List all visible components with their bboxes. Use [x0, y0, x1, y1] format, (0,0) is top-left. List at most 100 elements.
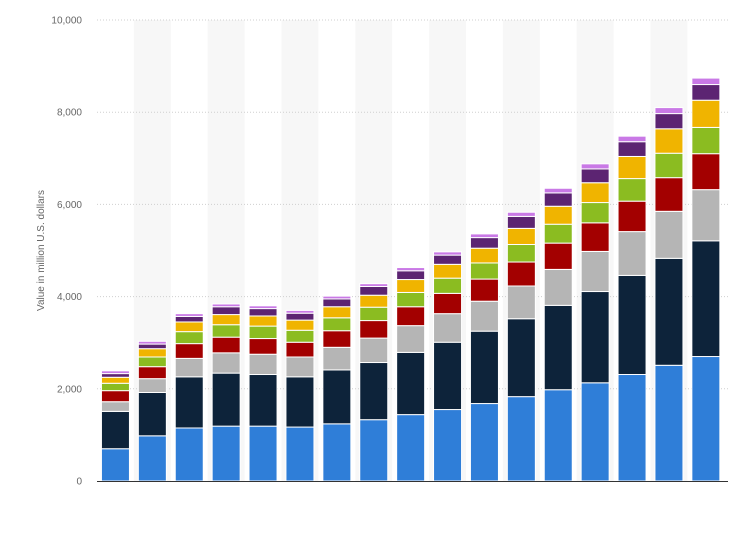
bar-segment: [691, 240, 721, 358]
bar-segment: [285, 312, 315, 321]
bar-segment: [654, 210, 684, 259]
bar-segment: [396, 270, 426, 281]
bar-segment: [654, 257, 684, 366]
bar-segment: [580, 250, 610, 293]
bar-segment: [469, 262, 499, 280]
bar-segment: [285, 356, 315, 378]
y-tick-label: 6,000: [57, 200, 82, 211]
bar-segment: [433, 263, 463, 279]
bar-segment: [137, 391, 167, 437]
bar-segment: [322, 298, 352, 308]
bar-segment: [285, 329, 315, 343]
bar-segment: [137, 435, 167, 482]
bar-segment: [396, 306, 426, 327]
bar-segment: [691, 189, 721, 242]
bar-segment: [174, 427, 204, 482]
bar-segment: [248, 308, 278, 317]
bar-segment: [543, 389, 573, 482]
bar-segment: [506, 211, 536, 217]
bar-segment: [285, 426, 315, 482]
bar-segment: [174, 357, 204, 378]
bar-segment: [469, 247, 499, 264]
bar-segment: [543, 304, 573, 391]
bar-segment: [359, 294, 389, 308]
bar-segment: [137, 366, 167, 380]
bar-segment: [654, 113, 684, 130]
bar-segment: [691, 153, 721, 191]
y-tick-label: 10,000: [51, 16, 82, 27]
bar-segment: [543, 187, 573, 194]
bars: [100, 77, 721, 482]
bar-segment: [396, 291, 426, 308]
bar-segment: [506, 215, 536, 229]
bar-segment: [396, 267, 426, 272]
bar-segment: [174, 321, 204, 333]
bar-segment: [433, 277, 463, 294]
bar-segment: [469, 278, 499, 302]
bar-segment: [469, 330, 499, 405]
bar-segment: [211, 425, 241, 482]
bar-segment: [506, 227, 536, 246]
bar-segment: [617, 141, 647, 157]
bar-segment: [211, 303, 241, 308]
bar-segment: [617, 274, 647, 376]
bar-segment: [248, 353, 278, 376]
y-tick-label: 2,000: [57, 384, 82, 395]
bar-segment: [174, 376, 204, 429]
bar-segment: [248, 338, 278, 355]
bar-segment: [322, 295, 352, 300]
bar-segment: [580, 168, 610, 184]
bar-segment: [469, 237, 499, 249]
bar-segment: [322, 330, 352, 348]
bar-segment: [100, 376, 130, 384]
bar-segment: [580, 222, 610, 252]
bar-segment: [580, 291, 610, 384]
bar-segment: [137, 343, 167, 350]
y-tick-label: 4,000: [57, 292, 82, 303]
bar-segment: [137, 340, 167, 345]
bar-segment: [469, 300, 499, 332]
bar-segment: [359, 320, 389, 339]
bar-segment: [580, 182, 610, 204]
bar-segment: [617, 231, 647, 276]
bar-segment: [580, 163, 610, 170]
bar-segment: [285, 309, 315, 314]
bar-segment: [691, 84, 721, 101]
bar-segment: [174, 331, 204, 345]
y-axis-ticks: 0 2,000 4,000 6,000 8,000 10,000: [51, 16, 82, 488]
bar-segment: [433, 292, 463, 315]
bar-segment: [396, 325, 426, 353]
bar-segment: [100, 382, 130, 392]
bar-segment: [211, 352, 241, 374]
bar-segment: [543, 223, 573, 244]
bar-segment: [211, 314, 241, 326]
bar-segment: [617, 374, 647, 482]
bar-segment: [506, 244, 536, 263]
bar-segment: [137, 348, 167, 358]
bar-segment: [396, 414, 426, 482]
bar-segment: [359, 306, 389, 322]
bar-segment: [654, 152, 684, 179]
bar-segment: [211, 372, 241, 427]
bar-segment: [248, 425, 278, 482]
bar-segment: [433, 254, 463, 265]
bar-segment: [506, 261, 536, 287]
bar-segment: [617, 200, 647, 233]
bar-segment: [543, 242, 573, 270]
bar-segment: [359, 283, 389, 287]
bar-segment: [617, 135, 647, 143]
bar-segment: [211, 336, 241, 354]
bar-segment: [322, 369, 352, 425]
bar-segment: [359, 362, 389, 421]
bar-segment: [543, 205, 573, 225]
bar-segment: [433, 251, 463, 256]
bar-segment: [506, 396, 536, 482]
bar-segment: [100, 410, 130, 450]
bar-segment: [322, 423, 352, 482]
bar-segment: [174, 343, 204, 359]
bar-segment: [691, 77, 721, 86]
bar-segment: [211, 306, 241, 316]
bar-segment: [100, 448, 130, 482]
